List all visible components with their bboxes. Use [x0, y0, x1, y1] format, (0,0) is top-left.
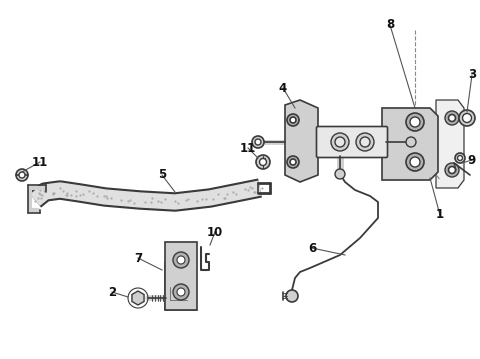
Circle shape [331, 133, 349, 151]
Circle shape [356, 133, 374, 151]
Polygon shape [165, 242, 197, 310]
Circle shape [455, 153, 465, 163]
Circle shape [177, 256, 185, 264]
Circle shape [463, 113, 471, 122]
Text: 5: 5 [158, 168, 166, 182]
Circle shape [445, 163, 459, 177]
Circle shape [448, 167, 456, 173]
Circle shape [256, 155, 270, 169]
Circle shape [252, 136, 264, 148]
Text: 9: 9 [468, 154, 476, 167]
Polygon shape [285, 100, 318, 182]
Polygon shape [132, 291, 144, 305]
Circle shape [19, 172, 25, 178]
Circle shape [410, 157, 420, 167]
Text: 11: 11 [240, 141, 256, 154]
Polygon shape [436, 100, 464, 188]
Circle shape [406, 137, 416, 147]
Text: 8: 8 [386, 19, 394, 32]
Circle shape [290, 159, 296, 165]
Text: 6: 6 [308, 242, 316, 255]
Circle shape [457, 155, 463, 160]
Polygon shape [382, 108, 438, 180]
FancyBboxPatch shape [316, 126, 387, 158]
Text: 3: 3 [468, 69, 476, 81]
Circle shape [448, 115, 456, 121]
Circle shape [290, 117, 296, 123]
Circle shape [173, 252, 189, 268]
Circle shape [360, 137, 370, 147]
Text: 11: 11 [32, 155, 48, 168]
Text: 1: 1 [436, 209, 444, 222]
Text: 4: 4 [279, 81, 287, 94]
Circle shape [459, 110, 475, 126]
Circle shape [286, 290, 298, 302]
Polygon shape [165, 262, 197, 310]
Text: 10: 10 [207, 225, 223, 238]
Circle shape [287, 114, 299, 126]
Circle shape [16, 169, 28, 181]
Circle shape [406, 113, 424, 131]
Circle shape [406, 153, 424, 171]
Text: 2: 2 [108, 285, 116, 298]
Circle shape [173, 284, 189, 300]
Circle shape [335, 169, 345, 179]
Text: 7: 7 [134, 252, 142, 265]
Circle shape [445, 111, 459, 125]
Circle shape [255, 139, 261, 145]
Circle shape [177, 288, 185, 296]
Circle shape [260, 159, 266, 165]
Circle shape [335, 137, 345, 147]
Circle shape [287, 156, 299, 168]
Circle shape [410, 117, 420, 127]
